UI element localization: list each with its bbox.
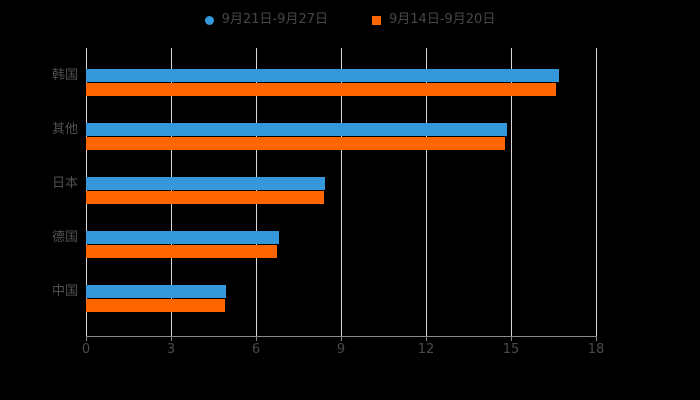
bar-series-1-category-4[interactable] xyxy=(86,285,227,298)
bar-series-1-category-3[interactable] xyxy=(86,231,279,244)
x-axis-label-2: 6 xyxy=(251,342,261,357)
x-tick-mark-6 xyxy=(596,336,597,341)
y-axis-label-0: 韩国 xyxy=(51,68,78,83)
x-axis-label-4: 12 xyxy=(417,342,435,357)
x-axis-label-5: 15 xyxy=(502,342,520,357)
gridline-15 xyxy=(511,48,512,336)
gridline-12 xyxy=(426,48,427,336)
x-tick-mark-1 xyxy=(171,336,172,341)
legend-label-series-2: 9月14日-9月20日 xyxy=(389,12,496,27)
x-tick-mark-0 xyxy=(86,336,87,341)
y-axis-label-4: 中国 xyxy=(51,284,78,299)
square-icon xyxy=(372,15,381,25)
x-axis-label-0: 0 xyxy=(81,342,91,357)
x-tick-mark-5 xyxy=(511,336,512,341)
x-tick-mark-2 xyxy=(256,336,257,341)
bar-series-2-category-1[interactable] xyxy=(86,137,506,150)
x-axis-label-1: 3 xyxy=(166,342,176,357)
chart-legend: 9月21日-9月27日 9月14日-9月20日 xyxy=(0,8,700,32)
bar-series-2-category-0[interactable] xyxy=(86,83,557,96)
y-axis-label-2: 日本 xyxy=(51,176,78,191)
y-axis-labels: 韩国 其他 日本 德国 中国 xyxy=(0,48,78,336)
bar-series-2-category-3[interactable] xyxy=(86,245,278,258)
bar-series-1-category-2[interactable] xyxy=(86,177,326,190)
legend-label-series-1: 9月21日-9月27日 xyxy=(221,12,328,27)
x-tick-mark-3 xyxy=(341,336,342,341)
legend-item-series-2[interactable]: 9月14日-9月20日 xyxy=(372,10,495,30)
gridline-9 xyxy=(341,48,342,336)
bar-series-2-category-4[interactable] xyxy=(86,299,225,312)
gridline-18 xyxy=(596,48,597,336)
x-tick-mark-4 xyxy=(426,336,427,341)
plot-area xyxy=(86,48,597,336)
legend-item-series-1[interactable]: 9月21日-9月27日 xyxy=(204,10,328,30)
x-axis-label-6: 18 xyxy=(587,342,605,357)
circle-icon xyxy=(204,15,214,25)
bar-series-1-category-0[interactable] xyxy=(86,69,560,82)
bar-series-2-category-2[interactable] xyxy=(86,191,324,204)
bar-series-1-category-1[interactable] xyxy=(86,123,507,136)
x-axis-label-3: 9 xyxy=(336,342,346,357)
y-axis-label-1: 其他 xyxy=(51,122,78,137)
y-axis-label-3: 德国 xyxy=(51,230,78,245)
